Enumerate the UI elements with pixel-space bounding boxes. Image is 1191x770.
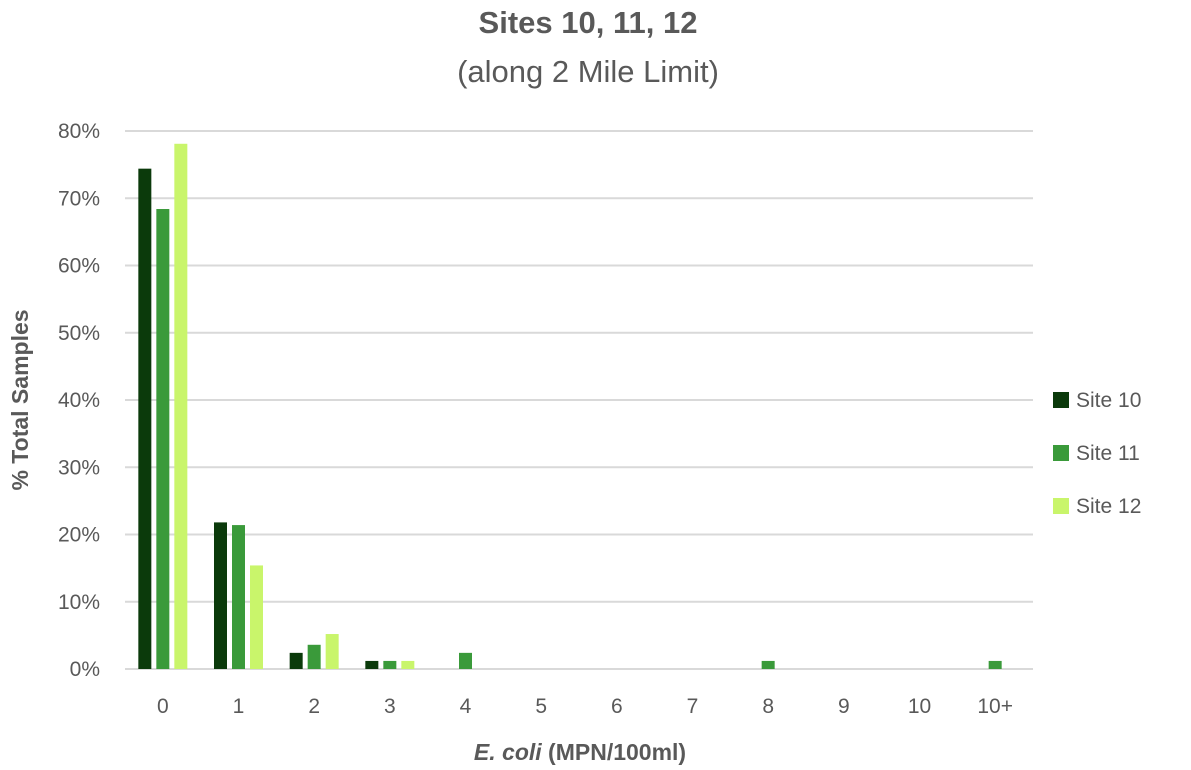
y-axis-title: % Total Samples bbox=[7, 309, 33, 490]
y-tick-label: 80% bbox=[58, 120, 100, 143]
gridlines bbox=[125, 130, 1033, 670]
y-tick-label: 0% bbox=[70, 658, 100, 681]
legend-swatch bbox=[1053, 445, 1069, 461]
bar bbox=[988, 660, 1002, 669]
bar bbox=[325, 634, 339, 669]
legend: Site 10 Site 11 Site 12 bbox=[1053, 389, 1141, 518]
bar bbox=[761, 660, 775, 669]
bar bbox=[401, 660, 415, 669]
x-tick-label: 10+ bbox=[977, 695, 1013, 718]
bar bbox=[156, 209, 170, 669]
bar bbox=[459, 652, 472, 669]
legend-label: Site 10 bbox=[1076, 389, 1141, 412]
bar bbox=[289, 652, 303, 669]
bar bbox=[214, 522, 227, 669]
x-axis-title-rest: (MPN/100ml) bbox=[542, 739, 686, 765]
x-tick-label: 4 bbox=[460, 695, 472, 718]
bar bbox=[307, 644, 321, 669]
x-tick-label: 3 bbox=[384, 695, 396, 718]
bars bbox=[138, 143, 1002, 670]
bar bbox=[250, 565, 263, 669]
x-tick-label: 9 bbox=[838, 695, 850, 718]
x-tick-label: 8 bbox=[762, 695, 774, 718]
legend-swatch bbox=[1053, 392, 1069, 408]
x-tick-label: 7 bbox=[687, 695, 699, 718]
x-tick-label: 1 bbox=[233, 695, 245, 718]
bar bbox=[365, 660, 379, 669]
x-tick-label: 5 bbox=[535, 695, 547, 718]
y-tick-label: 70% bbox=[58, 187, 100, 210]
y-tick-label: 10% bbox=[58, 591, 100, 614]
legend-swatch bbox=[1053, 498, 1069, 514]
chart-title: Sites 10, 11, 12 bbox=[479, 5, 698, 40]
bar bbox=[383, 660, 397, 669]
bar bbox=[232, 525, 245, 669]
y-tick-label: 50% bbox=[58, 322, 100, 345]
x-tick-label: 10 bbox=[908, 695, 931, 718]
y-tick-label: 30% bbox=[58, 456, 100, 479]
chart-subtitle: (along 2 Mile Limit) bbox=[457, 54, 719, 89]
x-tick-label: 6 bbox=[611, 695, 623, 718]
y-tick-label: 60% bbox=[58, 255, 100, 278]
x-axis-title: E. coli (MPN/100ml) bbox=[474, 739, 686, 765]
legend-label: Site 12 bbox=[1076, 495, 1141, 518]
bar bbox=[174, 143, 188, 670]
x-tick-label: 2 bbox=[308, 695, 320, 718]
y-tick-label: 20% bbox=[58, 524, 100, 547]
y-tick-label: 40% bbox=[58, 389, 100, 412]
legend-label: Site 11 bbox=[1076, 442, 1140, 465]
y-axis-ticks: 0% 10% 20% 30% 40% 50% 60% 70% 80% bbox=[58, 120, 100, 681]
x-tick-label: 0 bbox=[157, 695, 169, 718]
bar bbox=[138, 168, 152, 669]
x-axis-ticks: 0 1 2 3 4 5 6 7 8 9 10 10+ bbox=[157, 695, 1013, 718]
x-axis-title-italic: E. coli bbox=[474, 739, 542, 765]
